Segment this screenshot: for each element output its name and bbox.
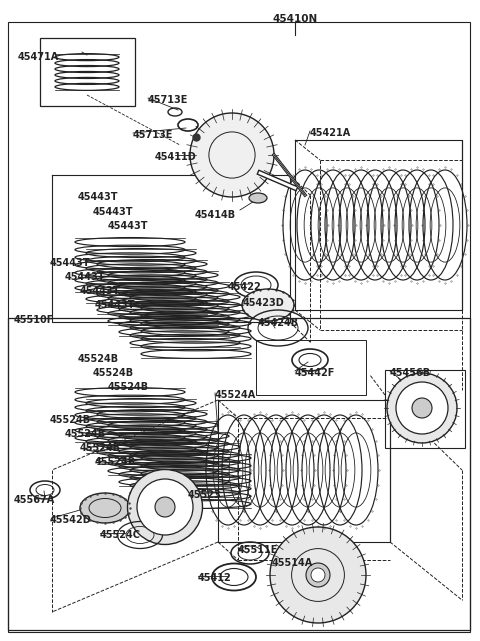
Ellipse shape bbox=[412, 398, 432, 418]
Text: 45511E: 45511E bbox=[238, 545, 278, 555]
Text: 45424B: 45424B bbox=[258, 318, 299, 328]
Ellipse shape bbox=[242, 289, 294, 321]
Text: 45510F: 45510F bbox=[14, 315, 54, 325]
Bar bbox=[40, 38, 135, 106]
Text: 45524B: 45524B bbox=[93, 368, 134, 378]
Text: 45422: 45422 bbox=[228, 282, 262, 292]
Bar bbox=[385, 370, 465, 448]
Text: 45713E: 45713E bbox=[148, 95, 188, 105]
Ellipse shape bbox=[137, 479, 193, 535]
Text: 45443T: 45443T bbox=[108, 221, 148, 231]
Text: 45514A: 45514A bbox=[272, 558, 313, 568]
Ellipse shape bbox=[387, 373, 457, 443]
Text: 45542D: 45542D bbox=[50, 515, 92, 525]
Text: 45443T: 45443T bbox=[50, 258, 91, 268]
Ellipse shape bbox=[80, 493, 130, 523]
Text: 45524B: 45524B bbox=[50, 415, 91, 425]
Text: 45524B: 45524B bbox=[80, 443, 121, 453]
Text: 45412: 45412 bbox=[198, 573, 232, 583]
Ellipse shape bbox=[270, 527, 366, 623]
Text: 45443T: 45443T bbox=[78, 192, 119, 202]
Ellipse shape bbox=[190, 113, 274, 197]
Bar bbox=[8, 318, 470, 630]
Ellipse shape bbox=[128, 469, 203, 544]
Text: 45524C: 45524C bbox=[100, 530, 141, 540]
Ellipse shape bbox=[155, 497, 175, 517]
Text: 45414B: 45414B bbox=[195, 210, 236, 220]
Text: 45423D: 45423D bbox=[243, 298, 285, 308]
Bar bbox=[256, 340, 366, 395]
Text: 45524B: 45524B bbox=[108, 382, 149, 392]
Text: 45421A: 45421A bbox=[310, 128, 351, 138]
Ellipse shape bbox=[311, 568, 325, 582]
Text: 45713E: 45713E bbox=[133, 130, 173, 140]
Text: 45524B: 45524B bbox=[78, 354, 119, 364]
Text: 45443T: 45443T bbox=[93, 207, 133, 217]
Text: 45443T: 45443T bbox=[95, 300, 135, 310]
Text: 45524A: 45524A bbox=[215, 390, 256, 400]
Text: 45471A: 45471A bbox=[18, 52, 59, 62]
Text: 45523: 45523 bbox=[188, 490, 222, 500]
Text: 45524B: 45524B bbox=[95, 457, 136, 467]
Text: 45410N: 45410N bbox=[272, 14, 318, 24]
Text: 45442F: 45442F bbox=[295, 368, 336, 378]
Text: 45443T: 45443T bbox=[65, 272, 106, 282]
Text: 45411D: 45411D bbox=[155, 152, 197, 162]
Text: 45524B: 45524B bbox=[65, 429, 106, 439]
Ellipse shape bbox=[249, 193, 267, 203]
Ellipse shape bbox=[396, 382, 448, 434]
Text: 45443T: 45443T bbox=[80, 286, 120, 296]
Text: 45567A: 45567A bbox=[14, 495, 55, 505]
Text: 45456B: 45456B bbox=[390, 368, 431, 378]
Ellipse shape bbox=[306, 563, 330, 587]
